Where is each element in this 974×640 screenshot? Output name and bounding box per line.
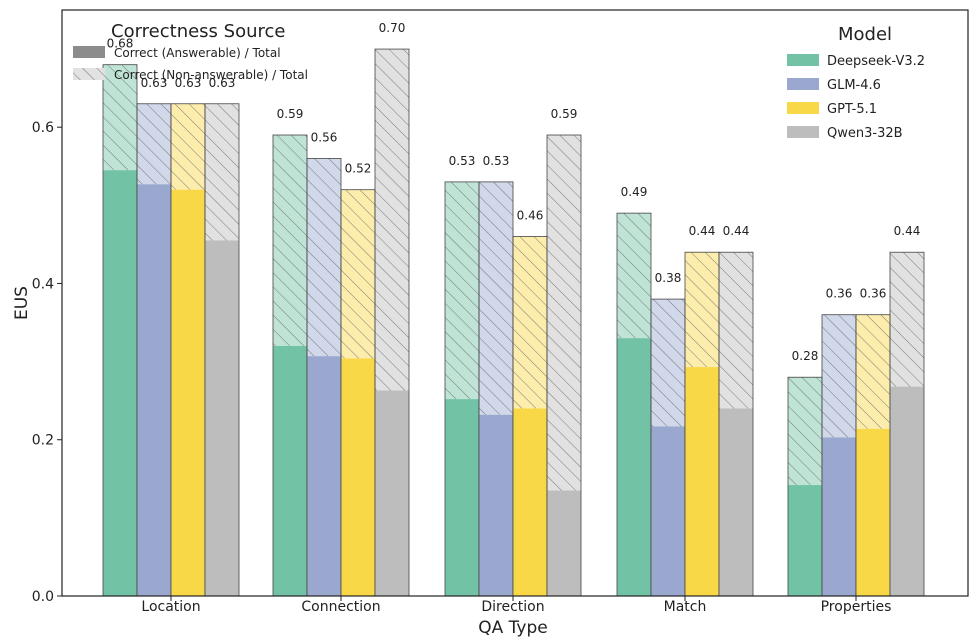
bar-answerable [307, 356, 341, 596]
bar-value-label: 0.49 [621, 185, 648, 199]
bar-value-label: 0.52 [345, 162, 372, 176]
legend-model-item: GPT-5.1 [827, 102, 877, 117]
bar-answerable [547, 490, 581, 596]
bar-nonanswerable-hatch [513, 236, 547, 409]
y-tick-label: 0.0 [32, 589, 54, 605]
bar-nonanswerable-hatch [788, 377, 822, 486]
legend-model-swatch [787, 126, 819, 138]
bar-value-label: 0.36 [826, 287, 853, 301]
plot-frame [61, 9, 969, 597]
bar-nonanswerable-hatch [651, 299, 685, 427]
bar-answerable [103, 170, 137, 596]
bar-value-label: 0.53 [449, 154, 476, 168]
legend-source-title: Correctness Source [111, 21, 285, 42]
legend-model-swatch [787, 102, 819, 114]
bar-value-label: 0.63 [141, 76, 168, 90]
bar-value-label: 0.53 [483, 154, 510, 168]
bar-value-label: 0.56 [311, 130, 338, 144]
bar-nonanswerable-hatch [137, 103, 171, 185]
bar-nonanswerable-hatch [685, 252, 719, 368]
legend-source-item-nonanswerable: Correct (Non-answerable) / Total [114, 68, 308, 82]
bars-layer [102, 48, 925, 597]
y-tick-label: 0.4 [32, 276, 54, 292]
bar-nonanswerable-hatch [205, 103, 239, 241]
y-axis-title: EUS [12, 286, 32, 320]
bar-answerable [341, 358, 375, 596]
bar-answerable [273, 345, 307, 596]
bar-nonanswerable-hatch [822, 314, 856, 438]
bar-nonanswerable-hatch [171, 103, 205, 190]
bar-value-label: 0.44 [689, 224, 716, 238]
bar-answerable [788, 485, 822, 596]
bar-value-label: 0.63 [175, 76, 202, 90]
bar-value-label: 0.38 [655, 271, 682, 285]
bar-answerable [513, 408, 547, 596]
bar-answerable [171, 189, 205, 596]
legend-model-item: Qwen3-32B [827, 126, 903, 141]
bar-answerable [617, 338, 651, 596]
x-tick-label: Connection [301, 599, 380, 615]
bar-value-label: 0.44 [723, 224, 750, 238]
bar-answerable [685, 367, 719, 596]
bar-nonanswerable-hatch [617, 213, 651, 339]
bar-nonanswerable-hatch [375, 49, 409, 391]
bar-value-label: 0.59 [551, 107, 578, 121]
value-labels-layer: 0.68 0.63 0.63 0.63 0.59 0.56 0.52 0.70 0.53 0.53… [107, 21, 921, 363]
bar-value-label: 0.46 [517, 209, 544, 223]
bar-nonanswerable-hatch [719, 252, 753, 409]
bar-answerable [890, 386, 924, 596]
bar-value-label: 0.63 [209, 76, 236, 90]
y-tick-label: 0.6 [32, 120, 54, 136]
x-axis-title: QA Type [478, 618, 547, 638]
y-axis: 0.0 0.2 0.4 0.6 [32, 120, 62, 605]
bar-answerable [445, 399, 479, 596]
bar-answerable [137, 184, 171, 596]
bar-answerable [719, 408, 753, 596]
x-tick-label: Properties [821, 599, 892, 615]
x-axis: Location Connection Direction Match Properti… [141, 596, 891, 615]
legend-solid-swatch [73, 46, 105, 58]
bar-nonanswerable-hatch [856, 314, 890, 429]
bar-answerable [822, 437, 856, 596]
bar-value-label: 0.28 [792, 349, 819, 363]
bar-answerable [651, 426, 685, 596]
legend-model-swatch [787, 78, 819, 90]
bar-nonanswerable-hatch [479, 181, 513, 415]
legend-model-title: Model [838, 24, 892, 45]
legend-model-swatch [787, 54, 819, 66]
legend-model-item: Deepseek-V3.2 [827, 54, 925, 69]
y-tick-label: 0.2 [32, 433, 54, 449]
bar-value-label: 0.70 [379, 21, 406, 35]
bar-answerable [856, 428, 890, 596]
bar-nonanswerable-hatch [445, 181, 479, 400]
bar-nonanswerable-hatch [307, 158, 341, 357]
bar-nonanswerable-hatch [547, 135, 581, 491]
bar-answerable [479, 414, 513, 596]
bar-answerable [205, 240, 239, 596]
bar-nonanswerable-hatch [103, 64, 137, 171]
legend-source-item-answerable: Correct (Answerable) / Total [114, 46, 281, 60]
bar-nonanswerable-hatch [890, 252, 924, 387]
x-tick-label: Match [664, 599, 707, 615]
bar-value-label: 0.36 [860, 287, 887, 301]
legend-hatch-swatch [73, 68, 105, 80]
legend-correctness-source: Correctness Source Correct (Answerable) … [73, 21, 308, 82]
legend-model: Model Deepseek-V3.2 GLM-4.6 GPT-5.1 Qwen3-3… [787, 24, 925, 141]
legend-model-item: GLM-4.6 [827, 78, 881, 93]
bar-value-label: 0.68 [107, 37, 134, 51]
bar-value-label: 0.59 [277, 107, 304, 121]
bar-nonanswerable-hatch [273, 135, 307, 346]
x-tick-label: Direction [481, 599, 544, 615]
x-tick-label: Location [141, 599, 200, 615]
bar-answerable [375, 390, 409, 596]
bar-value-label: 0.44 [894, 224, 921, 238]
bar-nonanswerable-hatch [341, 189, 375, 359]
